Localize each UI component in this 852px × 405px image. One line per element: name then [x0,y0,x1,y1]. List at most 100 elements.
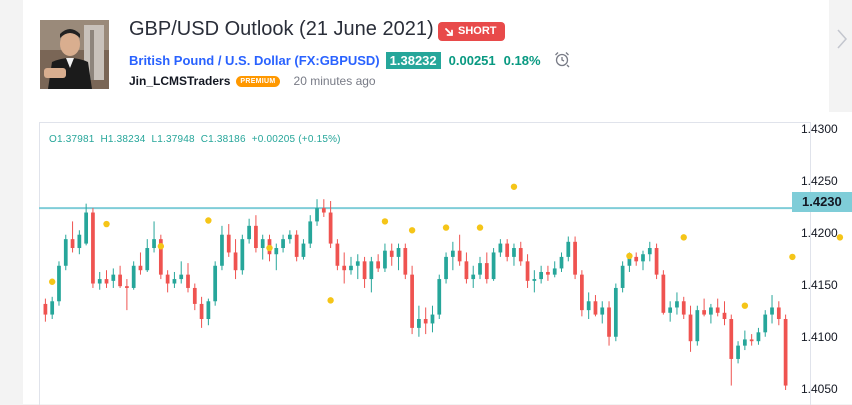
candle [620,261,625,293]
candle-body [308,221,313,244]
candle [104,270,109,288]
fractal-marker [789,253,796,261]
candle-body [91,212,95,284]
price-chart[interactable] [23,112,852,404]
candle-body [84,212,89,244]
candle [776,301,781,326]
candle-body [321,208,326,213]
candle-body [281,239,285,249]
candle-body [213,265,218,302]
candle [478,256,482,280]
candle [355,254,360,280]
short-arrow-icon [445,27,453,36]
symbol-name-link[interactable]: British Pound / U.S. Dollar (FX:GBPUSD) [129,53,380,68]
candle [186,263,190,293]
candle [138,252,143,275]
candle [274,243,279,271]
post-time: 20 minutes ago [293,74,376,88]
candle [552,261,557,278]
candle-body [702,310,706,315]
fractal-marker [48,278,56,285]
candle-body [43,303,48,315]
candle-body [580,274,584,311]
candle [607,301,611,346]
candle-body [410,274,414,328]
candle [593,295,598,317]
author-name[interactable]: Jin_LCMSTraders [129,74,231,88]
candle-body [118,274,122,287]
candle [50,296,55,320]
candle-body [233,252,238,271]
candle-body [559,256,564,269]
candle [179,261,184,284]
chevron-right-icon[interactable] [836,28,848,55]
candle [362,256,367,288]
alarm-clock-icon[interactable] [553,50,571,71]
candle-body [288,234,292,240]
candle-body [749,339,754,342]
candle [641,250,645,271]
candle [342,252,347,284]
candle [668,301,673,322]
candle [281,234,285,253]
candle-body [607,307,611,337]
candle [647,241,652,262]
candle [702,298,706,317]
candle-body [600,307,605,315]
candle [111,268,116,288]
candle-body [668,307,673,313]
fractal-marker [741,302,749,309]
candle [722,301,727,326]
candle [152,221,156,253]
candle-body [586,301,591,311]
candle [383,243,387,272]
chart-area[interactable]: O1.37981 H1.38234 L1.37948 C1.38186 +0.0… [23,112,852,405]
candle-body [783,319,788,386]
candle [254,215,258,253]
candle-body [165,274,170,284]
candle-body [145,248,150,271]
candle [756,327,761,345]
candle [423,307,428,335]
candle [736,341,740,364]
avatar[interactable] [40,20,109,89]
candle [240,234,245,275]
short-badge: SHORT [438,22,505,41]
candle-body [104,279,109,284]
candle [681,296,686,320]
candle-body [736,345,740,359]
candle-body [63,239,68,266]
candle-body [654,248,659,275]
candle-body [369,261,374,280]
candle-body [634,256,639,262]
candle [695,305,700,346]
candle [125,279,129,311]
author-photo-icon [40,20,109,89]
candle-body [301,243,306,257]
candle [220,225,224,271]
candle [417,305,421,337]
candle-body [423,319,428,324]
candle-body [260,239,265,249]
candle [532,270,537,293]
idea-title[interactable]: GBP/USD Outlook (21 June 2021) [129,18,434,40]
symbol-row: British Pound / U.S. Dollar (FX:GBPUSD) … [129,50,571,71]
candle [396,243,401,271]
candle [131,261,136,290]
candle-body [457,250,462,262]
candle [505,239,510,262]
candle-body [450,250,455,257]
candle-body [179,274,184,280]
candle [301,239,306,260]
candle [444,252,448,284]
candle-body [240,239,245,271]
candle [172,271,177,288]
candle-body [226,234,231,253]
candle [464,252,469,284]
fractal-marker [680,234,687,241]
candle [294,230,299,262]
candle [158,234,163,280]
level-price-tag: 1.4230 [792,192,852,212]
fractal-marker [157,243,165,250]
fractal-marker [626,252,633,260]
